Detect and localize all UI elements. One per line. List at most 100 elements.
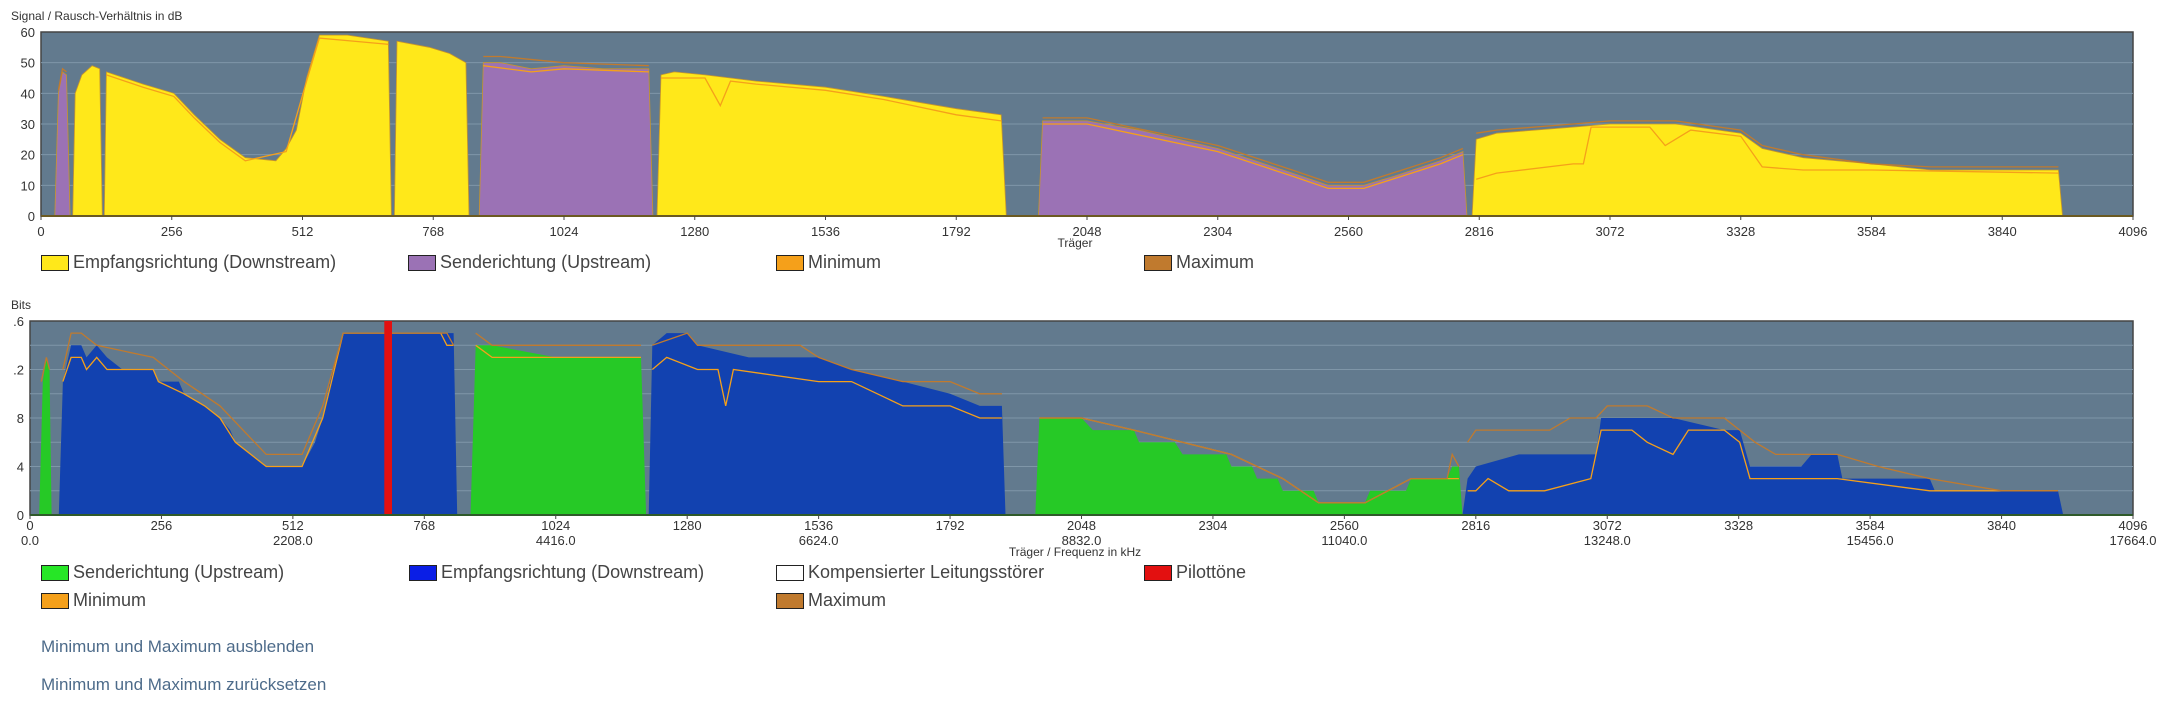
series-empfangsrichtung-downstream-area (72, 65, 103, 217)
y-tick-label: 0 (28, 209, 35, 224)
series-empfangsrichtung-downstream-area (393, 40, 470, 217)
y-tick-label: 8 (17, 411, 24, 426)
x-tick-label: 0 (37, 224, 44, 239)
legend-bits-compensated[interactable]: Kompensierter Leitungsstörer (776, 562, 1044, 583)
legend-label: Senderichtung (Upstream) (440, 252, 652, 272)
legend-label: Empfangsrichtung (Downstream) (73, 252, 337, 272)
series-empfangsrichtung-downstream-area (58, 333, 458, 515)
freq-tick-label: 6624.0 (799, 533, 839, 548)
series-minimum-line (1467, 429, 2058, 492)
legend-swatch-orange (41, 592, 69, 609)
y-tick-label: 60 (21, 25, 35, 40)
legend-bits-maximum[interactable]: Maximum (776, 590, 886, 611)
y-tick-label: 0 (17, 508, 24, 523)
x-tick-label: 3328 (1724, 518, 1753, 533)
y-tick-label: 4 (17, 460, 24, 475)
legend-swatch-white (776, 564, 804, 581)
x-tick-label: 3840 (1987, 518, 2016, 533)
legend-bits-minimum[interactable]: Minimum (41, 590, 146, 611)
x-tick-label: 3328 (1726, 224, 1755, 239)
series-pilott-ne-area (384, 321, 392, 515)
legend-swatch-blue (409, 564, 437, 581)
x-axis-title: Träger (1058, 236, 1093, 250)
bits-chart-title: Bits (11, 298, 32, 312)
x-tick-label: 2816 (1465, 224, 1494, 239)
legend-swatch-brown (776, 592, 804, 609)
legend-swatch-brown (1144, 254, 1172, 271)
series-minimum-line (475, 344, 641, 359)
x-tick-label: 2304 (1203, 224, 1232, 239)
x-tick-label: 256 (161, 224, 183, 239)
series-minimum-line (106, 37, 389, 162)
legend-swatch-green (41, 564, 69, 581)
freq-tick-label: 17664.0 (2110, 533, 2157, 548)
legend-snr-upstream[interactable]: Senderichtung (Upstream) (408, 252, 651, 273)
series-empfangsrichtung-downstream-area (103, 34, 392, 217)
reset-minmax-link[interactable]: Minimum und Maximum zurücksetzen (41, 675, 327, 694)
series-empfangsrichtung-downstream-area (656, 71, 1007, 217)
legend-snr-minimum[interactable]: Minimum (776, 252, 881, 273)
series-maximum-line (483, 55, 649, 67)
x-tick-label: 1024 (541, 518, 570, 533)
x-tick-label: 2560 (1334, 224, 1363, 239)
legend-label: Senderichtung (Upstream) (73, 562, 285, 582)
legend-label: Kompensierter Leitungsstörer (808, 562, 1045, 582)
series-maximum-line (40, 357, 51, 382)
legend-label: Minimum (808, 252, 882, 272)
freq-tick-label: 2208.0 (273, 533, 313, 548)
series-minimum-line (1042, 123, 1464, 190)
x-tick-label: 3584 (1857, 224, 1886, 239)
series-maximum-line (1042, 117, 1464, 183)
y-tick-label: 40 (21, 86, 35, 101)
freq-tick-label: 4416.0 (536, 533, 576, 548)
legend-label: Minimum (73, 590, 147, 610)
freq-tick-label: 15456.0 (1847, 533, 1894, 548)
hide-minmax-link[interactable]: Minimum und Maximum ausblenden (41, 637, 315, 656)
x-tick-label: 768 (422, 224, 444, 239)
series-minimum-line (483, 65, 649, 73)
legend-swatch-orange (776, 254, 804, 271)
legend-bits-upstream[interactable]: Senderichtung (Upstream) (41, 562, 284, 583)
series-maximum-line (652, 332, 1002, 395)
x-tick-label: 1792 (936, 518, 965, 533)
x-tick-label: 2560 (1330, 518, 1359, 533)
x-tick-label: 3584 (1856, 518, 1885, 533)
legend-bits-downstream[interactable]: Empfangsrichtung (Downstream) (409, 562, 704, 583)
x-tick-label: 2048 (1073, 224, 1102, 239)
freq-tick-label: 11040.0 (1321, 533, 1367, 548)
series-senderichtung-upstream-area (39, 357, 52, 515)
series-minimum-line (661, 77, 1002, 122)
legend-label: Maximum (1176, 252, 1255, 272)
series-empfangsrichtung-downstream-area (648, 333, 1006, 515)
x-tick-label: 512 (282, 518, 304, 533)
y-tick-label: 10 (21, 178, 35, 193)
x-tick-label: 3072 (1593, 518, 1622, 533)
legend-label: Pilottöne (1176, 562, 1247, 582)
series-maximum-line (57, 67, 67, 91)
legend-snr-maximum[interactable]: Maximum (1144, 252, 1254, 273)
series-senderichtung-upstream-area (478, 62, 654, 217)
x-tick-label: 1792 (942, 224, 971, 239)
legend-bits-pilot[interactable]: Pilottöne (1144, 562, 1246, 583)
legend-label: Maximum (808, 590, 887, 610)
y-tick-label: .2 (13, 363, 24, 378)
y-tick-label: 20 (21, 148, 35, 163)
legend-swatch-purple (408, 254, 436, 271)
series-senderichtung-upstream-area (1038, 120, 1468, 217)
x-tick-label: 0 (26, 518, 33, 533)
series-maximum-line (1467, 405, 2058, 492)
series-maximum-line (62, 332, 455, 456)
series-maximum-line (1039, 417, 1460, 504)
freq-tick-label: 8832.0 (1062, 533, 1102, 548)
x-tick-label: 4096 (2119, 224, 2148, 239)
y-tick-label: 30 (21, 117, 35, 132)
legend-label: Empfangsrichtung (Downstream) (441, 562, 705, 582)
series-maximum-line (1476, 120, 2059, 168)
series-empfangsrichtung-downstream-area (1471, 123, 2063, 217)
x-tick-label: 3072 (1596, 224, 1625, 239)
legend-swatch-yellow (41, 254, 69, 271)
series-minimum-line (1476, 126, 2059, 180)
freq-tick-label: 13248.0 (1584, 533, 1631, 548)
legend-snr-downstream[interactable]: Empfangsrichtung (Downstream) (41, 252, 336, 273)
